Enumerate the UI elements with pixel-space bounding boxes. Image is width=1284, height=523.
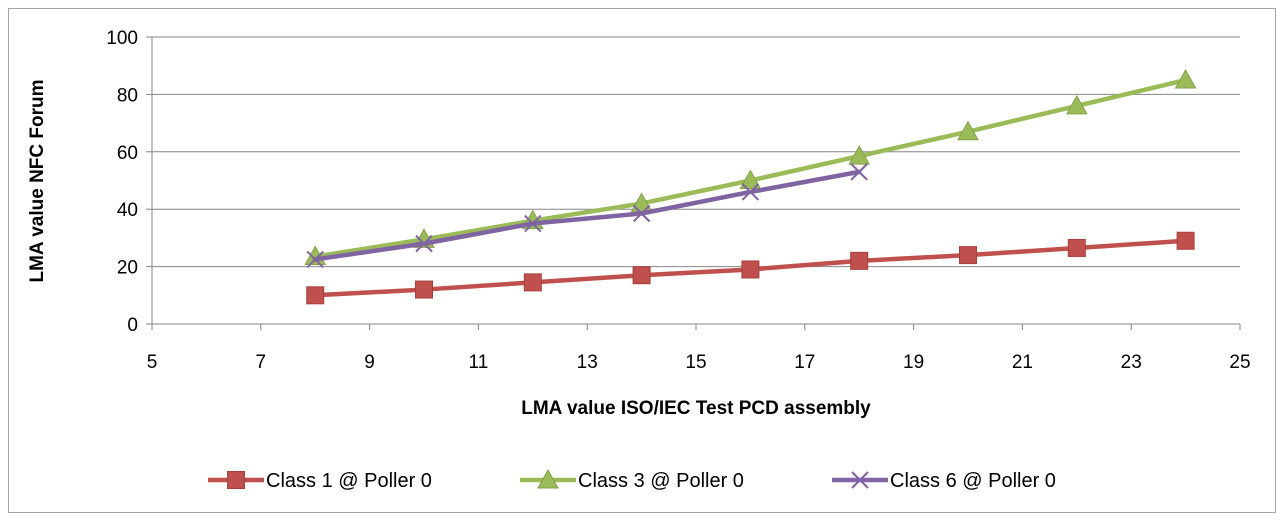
y-axis-title: LMA value NFC Forum [27, 79, 48, 282]
series-3-point-5 [741, 183, 760, 201]
series-1-point-7 [959, 246, 977, 265]
y-tick-label-40: 40 [117, 200, 138, 221]
x-tick-label-7: 7 [256, 352, 267, 373]
series-1 [306, 231, 1195, 305]
series-1-point-1 [306, 286, 325, 305]
y-tick-label-100: 100 [106, 28, 138, 49]
y-tick-label-0: 0 [127, 315, 138, 336]
legend-entry-2: Class 3 @ Poller 0 [520, 468, 744, 492]
series-2-point-8 [1065, 94, 1088, 115]
legend: Class 1 @ Poller 0 Class 3 @ Poller 0 Clas… [208, 468, 1056, 492]
legend-entry-3: Class 6 @ Poller 0 [832, 470, 1056, 492]
y-tick-label-20: 20 [117, 258, 138, 279]
legend-label-2: Class 3 @ Poller 0 [578, 470, 744, 492]
series-1-point-5 [741, 260, 760, 279]
x-tick-label-11: 11 [469, 352, 489, 373]
x-tick-label-21: 21 [1012, 352, 1033, 373]
series-1-point-4 [632, 266, 651, 285]
series-2-point-9 [1174, 69, 1197, 89]
y-tick-label-80: 80 [117, 85, 138, 106]
series-1-point-9 [1176, 231, 1195, 250]
legend-entry-1: Class 1 @ Poller 0 [208, 470, 432, 492]
x-axis-title: LMA value ISO/IEC Test PCD assembly [521, 398, 871, 419]
series-3-point-3 [524, 214, 542, 233]
series-3-point-2 [415, 234, 433, 253]
series-3 [306, 163, 868, 269]
series-2-line [312, 77, 1188, 259]
legend-marker-2 [537, 468, 559, 489]
chart-frame [8, 8, 1276, 513]
series-1-point-8 [1067, 238, 1086, 257]
series-2 [304, 69, 1197, 266]
x-tick-label-9: 9 [364, 352, 375, 373]
series-3-point-6 [850, 163, 868, 181]
series-1-point-3 [523, 273, 542, 292]
series-2-point-7 [957, 120, 979, 141]
x-tick-label-17: 17 [794, 352, 815, 373]
x-tick-label-13: 13 [577, 352, 598, 373]
x-tick-label-19: 19 [903, 352, 924, 373]
legend-marker-3 [851, 471, 869, 489]
series-3-point-1 [306, 250, 324, 269]
x-tick-label-15: 15 [685, 352, 706, 373]
series-2-point-6 [848, 145, 871, 165]
tick-labels: 0 20 40 60 80 100 5 7 9 11 13 15 17 19 21 23 25 [106, 28, 1250, 373]
axes [146, 36, 1241, 330]
series-3-line [312, 169, 862, 262]
series-1-point-2 [415, 280, 433, 299]
series-3-point-4 [632, 204, 651, 223]
series-2-point-5 [739, 169, 762, 189]
legend-label-1: Class 1 @ Poller 0 [266, 470, 432, 492]
series-layer [304, 69, 1197, 305]
x-tick-label-23: 23 [1121, 352, 1142, 373]
x-tick-label-25: 25 [1229, 352, 1250, 373]
gridlines [152, 36, 1240, 268]
y-tick-label-60: 60 [117, 143, 138, 164]
legend-label-3: Class 6 @ Poller 0 [890, 470, 1056, 492]
x-tick-label-5: 5 [147, 352, 158, 373]
legend-marker-1 [227, 471, 245, 489]
series-1-point-6 [850, 251, 869, 270]
